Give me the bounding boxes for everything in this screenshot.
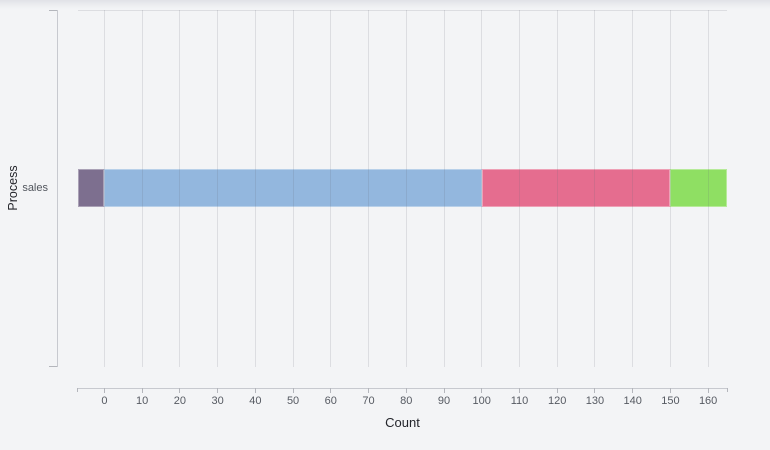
x-tick-label: 90 — [437, 395, 451, 407]
x-tick-mark — [179, 388, 181, 393]
gridline — [405, 10, 407, 367]
x-tick-label: 50 — [286, 395, 300, 407]
category-label-sales: sales — [22, 182, 48, 194]
gridline — [368, 10, 370, 367]
gridline — [103, 10, 105, 367]
gridline — [669, 10, 671, 367]
x-tick-mark — [103, 388, 105, 393]
gridline — [141, 10, 143, 367]
x-tick-label: 0 — [101, 395, 108, 407]
bar-segment-green-segment[interactable] — [670, 169, 727, 207]
x-tick-mark — [405, 388, 407, 393]
x-axis-endcap-tick — [77, 388, 78, 392]
x-tick-label: 140 — [623, 395, 642, 407]
x-tick-label: 10 — [136, 395, 149, 407]
gridline — [443, 10, 445, 367]
gridline — [518, 10, 520, 367]
x-tick-label: 110 — [510, 395, 529, 407]
gridline — [254, 10, 256, 367]
y-axis-endcap-tick — [49, 366, 57, 367]
x-tick-mark — [254, 388, 256, 393]
x-tick-mark — [141, 388, 143, 393]
x-tick-mark — [518, 388, 520, 393]
x-tick-mark — [292, 388, 294, 393]
x-tick-mark — [707, 388, 709, 393]
gridline — [632, 10, 634, 367]
x-tick-mark — [443, 388, 445, 393]
x-tick-mark — [217, 388, 219, 393]
x-tick-label: 80 — [400, 395, 413, 407]
x-tick-label: 70 — [362, 395, 375, 407]
x-axis-title: Count — [385, 415, 420, 430]
x-tick-mark — [632, 388, 634, 393]
gridline — [707, 10, 709, 367]
x-tick-mark — [594, 388, 596, 393]
bar-segment-purple-segment[interactable] — [78, 169, 105, 207]
x-tick-mark — [368, 388, 370, 393]
window-top-shadow — [0, 0, 770, 9]
x-tick-label: 60 — [324, 395, 337, 407]
bar-segment-rose-segment[interactable] — [481, 169, 671, 207]
x-tick-label: 30 — [211, 395, 224, 407]
y-axis-endcap-tick — [49, 10, 57, 11]
x-tick-mark — [481, 388, 483, 393]
plot-top-border — [78, 10, 727, 11]
x-tick-mark — [330, 388, 332, 393]
gridline — [330, 10, 332, 367]
gridline — [481, 10, 483, 367]
gridline — [556, 10, 558, 367]
bar-segment-blue-segment[interactable] — [104, 169, 482, 207]
x-axis-endcap-tick — [727, 388, 728, 392]
x-tick-label: 20 — [173, 395, 186, 407]
y-axis-line — [57, 10, 58, 367]
gridline — [292, 10, 294, 367]
gridline — [594, 10, 596, 367]
x-tick-mark — [556, 388, 558, 393]
x-tick-label: 150 — [661, 395, 680, 407]
x-axis-line — [77, 388, 727, 389]
x-tick-label: 160 — [698, 395, 718, 407]
gridline — [217, 10, 219, 367]
x-tick-label: 40 — [249, 395, 262, 407]
gridline — [179, 10, 181, 367]
x-tick-label: 130 — [585, 395, 605, 407]
x-tick-label: 120 — [548, 395, 567, 407]
x-tick-mark — [669, 388, 671, 393]
x-tick-label: 100 — [472, 395, 491, 407]
